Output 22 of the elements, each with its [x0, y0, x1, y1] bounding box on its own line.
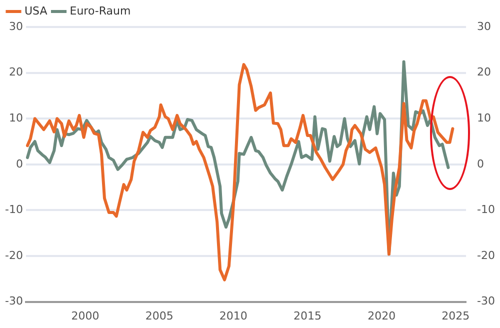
- y2-tick-label: 20: [477, 66, 492, 79]
- x-tick-label: 2020: [368, 309, 396, 322]
- y2-tick-label: -10: [477, 203, 495, 216]
- x-tick-label: 2015: [293, 309, 322, 322]
- legend-label: USA: [24, 4, 48, 18]
- y-tick-label: 30: [8, 20, 23, 33]
- legend-label: Euro-Raum: [70, 4, 131, 18]
- y2-tick-label: -30: [477, 294, 495, 308]
- y-tick-label: -10: [5, 203, 23, 216]
- y-tick-label: 20: [8, 66, 23, 79]
- y-tick-label: 0: [16, 157, 23, 170]
- y-tick-label: -30: [5, 294, 23, 308]
- x-tick-label: 2005: [145, 309, 174, 322]
- y-tick-label: -20: [5, 248, 23, 262]
- y2-tick-label: -20: [477, 248, 495, 262]
- x-tick-label: 2010: [219, 309, 248, 322]
- y2-tick-label: 10: [477, 111, 492, 124]
- y2-tick-label: 30: [477, 20, 492, 33]
- y2-tick-label: 0: [477, 157, 484, 170]
- x-tick-label: 2000: [71, 309, 100, 322]
- x-tick-label: 2025: [442, 309, 470, 322]
- y-tick-label: 10: [8, 111, 23, 124]
